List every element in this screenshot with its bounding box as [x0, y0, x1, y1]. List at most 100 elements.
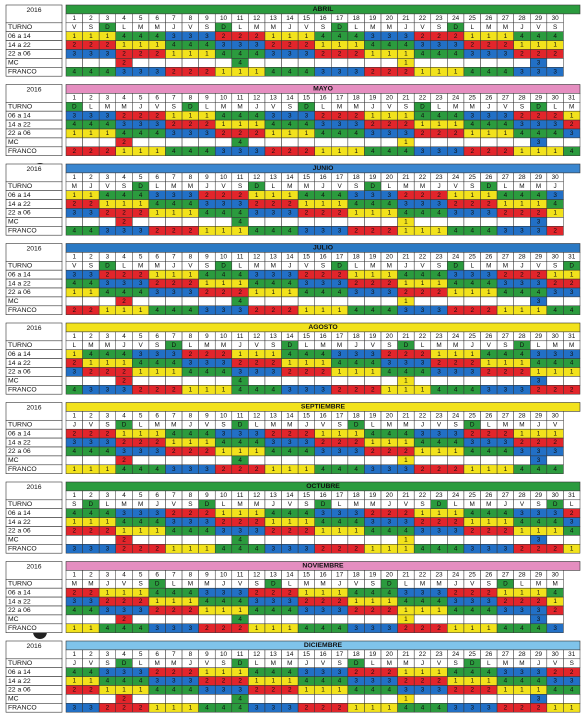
- weekday: L: [487, 421, 491, 428]
- shift-group: 1: [388, 271, 392, 278]
- shift-group: 1: [89, 678, 93, 685]
- weekday: D: [470, 660, 475, 667]
- shift-group: 4: [205, 528, 209, 535]
- shift-group: 2: [172, 510, 176, 517]
- day-number: 22: [419, 333, 427, 340]
- shift-group: 3: [139, 121, 143, 128]
- shift-group: 2: [205, 289, 209, 296]
- row-label: FRANCO: [8, 625, 37, 632]
- weekday: D: [72, 103, 77, 110]
- shift-group: 2: [122, 369, 126, 376]
- day-number: 21: [402, 651, 410, 658]
- day-number: 26: [485, 95, 493, 102]
- shift-group: 1: [454, 510, 458, 517]
- shift-group: 4: [570, 307, 574, 314]
- shift-group: 1: [570, 112, 574, 119]
- shift-group: 4: [454, 607, 458, 614]
- day-number: 28: [518, 174, 526, 181]
- day-number: 23: [436, 15, 444, 22]
- shift-cell: [347, 614, 365, 625]
- weekday: J: [321, 183, 324, 190]
- shift-group: 3: [271, 369, 275, 376]
- row-label: MC: [8, 60, 19, 67]
- shift-group: 4: [222, 271, 226, 278]
- shift-group: 4: [288, 121, 292, 128]
- shift-cell: [563, 703, 581, 713]
- shift-group: 3: [288, 704, 292, 711]
- shift-group: 3: [139, 280, 143, 287]
- day-number: 30: [552, 15, 560, 22]
- shift-group: 1: [470, 625, 474, 632]
- weekday: M: [138, 262, 143, 269]
- shift-cell: [546, 535, 564, 545]
- shift-cell: [364, 217, 382, 227]
- shift-group: 2: [189, 510, 193, 517]
- weekday: D: [188, 103, 193, 110]
- shift-group: 3: [122, 669, 126, 676]
- day-number: 19: [369, 95, 377, 102]
- shift-cell: [132, 217, 150, 227]
- shift-group: 1: [288, 289, 292, 296]
- shift-group: 1: [404, 616, 408, 623]
- shift-group: 1: [354, 598, 358, 605]
- weekday: S: [288, 103, 292, 110]
- shift-group: 2: [106, 430, 110, 437]
- shift-group: 1: [354, 704, 358, 711]
- weekday: D: [221, 262, 226, 269]
- shift-group: 2: [106, 148, 110, 155]
- shift-group: 3: [338, 669, 342, 676]
- shift-group: 2: [470, 201, 474, 208]
- day-number: 18: [353, 413, 361, 420]
- day-number: 4: [122, 254, 126, 261]
- shift-group: 4: [172, 201, 176, 208]
- shift-group: 3: [537, 219, 541, 226]
- row-label-cell: [5, 464, 63, 474]
- shift-group: 4: [238, 60, 242, 67]
- shift-group: 4: [504, 289, 508, 296]
- shift-group: 1: [470, 678, 474, 685]
- shift-cell: [297, 376, 315, 386]
- day-number: 4: [122, 572, 126, 579]
- shift-group: 1: [106, 360, 110, 367]
- shift-group: 4: [255, 545, 259, 552]
- shift-group: 2: [338, 439, 342, 446]
- shift-group: 4: [305, 68, 309, 75]
- shift-cell: [480, 614, 498, 625]
- shift-group: 1: [255, 678, 259, 685]
- day-number: 5: [139, 413, 143, 420]
- day-number: 6: [155, 174, 159, 181]
- shift-group: 2: [404, 351, 408, 358]
- month-name: ABRIL: [313, 6, 334, 13]
- shift-group: 4: [520, 289, 524, 296]
- shift-group: 3: [106, 439, 110, 446]
- shift-group: 1: [271, 678, 275, 685]
- shift-group: 4: [487, 121, 491, 128]
- shift-group: 4: [354, 589, 358, 596]
- shift-group: 3: [288, 210, 292, 217]
- shift-group: 1: [404, 537, 408, 544]
- shift-group: 2: [537, 51, 541, 58]
- shift-group: 4: [106, 625, 110, 632]
- shift-group: 3: [537, 537, 541, 544]
- day-number: 11: [237, 413, 244, 420]
- shift-group: 1: [222, 386, 226, 393]
- shift-group: 3: [189, 678, 193, 685]
- shift-group: 4: [73, 121, 77, 128]
- weekday: J: [371, 103, 374, 110]
- shift-group: 4: [172, 360, 176, 367]
- shift-group: 4: [205, 430, 209, 437]
- shift-group: 4: [155, 519, 159, 526]
- shift-group: 3: [404, 589, 408, 596]
- shift-group: 3: [255, 42, 259, 49]
- shift-group: 2: [106, 369, 110, 376]
- shift-cell: [148, 376, 166, 386]
- weekday: D: [105, 262, 110, 269]
- shift-group: 3: [189, 130, 193, 137]
- shift-group: 2: [338, 271, 342, 278]
- weekday: M: [470, 103, 475, 110]
- shift-group: 1: [404, 607, 408, 614]
- day-number: 4: [122, 15, 126, 22]
- shift-cell: [347, 137, 365, 148]
- shift-cell: [430, 535, 448, 545]
